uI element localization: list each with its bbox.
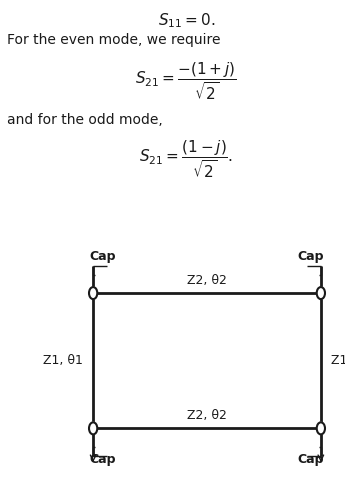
Text: Cap: Cap xyxy=(298,250,324,263)
Text: Z2, θ2: Z2, θ2 xyxy=(187,409,227,422)
Text: Cap: Cap xyxy=(298,453,324,466)
Text: For the even mode, we require: For the even mode, we require xyxy=(7,33,220,47)
Text: $S_{11} = 0.$: $S_{11} = 0.$ xyxy=(158,11,215,30)
Circle shape xyxy=(317,422,325,434)
Circle shape xyxy=(89,422,97,434)
Text: and for the odd mode,: and for the odd mode, xyxy=(7,113,162,127)
Text: Cap: Cap xyxy=(90,250,116,263)
Text: $S_{21} = \dfrac{(1 - j)}{\sqrt{2}}.$: $S_{21} = \dfrac{(1 - j)}{\sqrt{2}}.$ xyxy=(139,138,233,179)
Circle shape xyxy=(89,287,97,299)
Text: Z2, θ2: Z2, θ2 xyxy=(187,274,227,287)
Text: Z1, θ¹: Z1, θ¹ xyxy=(331,354,345,367)
Text: Z1, θ1: Z1, θ1 xyxy=(43,354,83,367)
Text: $S_{21} = \dfrac{-(1 + j)}{\sqrt{2}}$: $S_{21} = \dfrac{-(1 + j)}{\sqrt{2}}$ xyxy=(136,60,237,102)
Circle shape xyxy=(317,287,325,299)
Text: Cap: Cap xyxy=(90,453,116,466)
